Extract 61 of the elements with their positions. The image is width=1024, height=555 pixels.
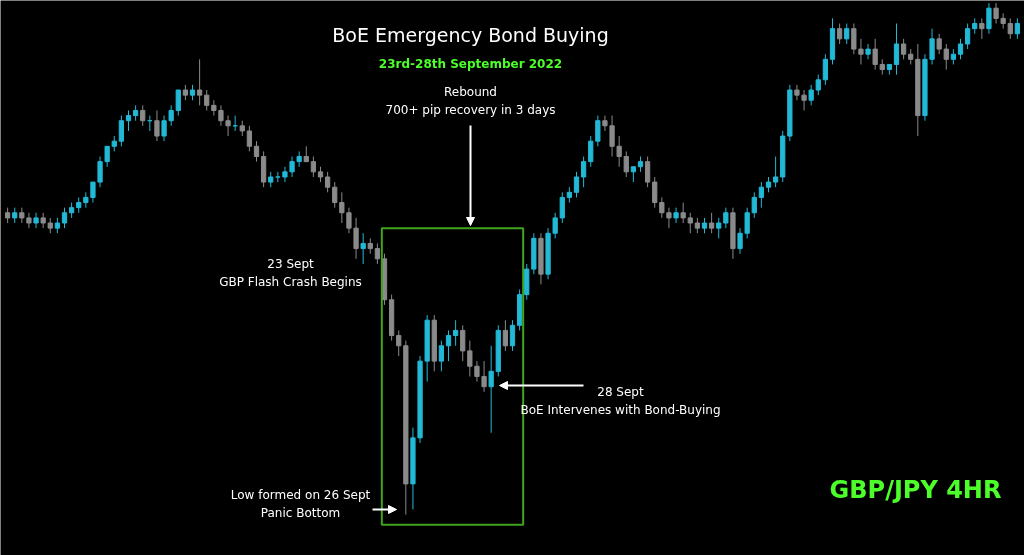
candlestick	[580, 156, 587, 188]
candlestick	[154, 109, 160, 142]
candlestick	[353, 217, 359, 260]
candlestick	[445, 329, 452, 362]
candlestick	[1014, 17, 1021, 40]
candlestick	[708, 212, 715, 234]
annotation: GBP/JPY 4HR	[829, 475, 1002, 504]
candlestick	[986, 2, 992, 35]
candlestick	[196, 58, 203, 106]
candlestick	[716, 217, 722, 239]
candlestick	[253, 140, 260, 163]
candlestick	[673, 207, 679, 224]
candlestick	[723, 207, 729, 229]
annotation: 23 Sept GBP Flash Crash Begins	[219, 256, 362, 290]
candlestick	[26, 212, 32, 229]
candlestick	[851, 23, 857, 55]
text: 23rd-28th September 2022	[378, 56, 563, 71]
candlestick	[844, 23, 850, 45]
candlestick	[865, 43, 871, 60]
candlestick	[644, 156, 651, 188]
candlestick	[822, 53, 829, 86]
candlestick	[858, 38, 864, 65]
candlestick	[488, 345, 494, 434]
candlestick	[893, 23, 900, 76]
candlestick	[310, 156, 317, 178]
candlestick	[758, 181, 765, 209]
candlestick	[125, 109, 132, 132]
candlestick	[836, 23, 843, 45]
candlestick	[801, 89, 807, 111]
candlestick	[573, 171, 580, 198]
candlestick	[815, 74, 821, 96]
annotation: Rebound 700+ pip recovery in 3 days	[385, 84, 556, 118]
candlestick	[175, 89, 181, 117]
annotation: Low formed on 26 Sept Panic Bottom	[230, 487, 371, 521]
candlestick	[964, 23, 971, 50]
candlestick	[204, 89, 210, 111]
candlestick	[900, 38, 907, 60]
candlestick	[374, 242, 381, 265]
candlestick	[61, 207, 68, 229]
candlestick	[680, 202, 686, 224]
candlestick	[957, 38, 964, 60]
candlestick	[438, 340, 445, 372]
candlestick	[794, 84, 800, 101]
text: BoE Emergency Bond Buying	[332, 23, 609, 46]
candlestick	[118, 115, 125, 147]
candlestick	[360, 232, 366, 265]
candlestick	[502, 319, 509, 352]
candlestick	[1007, 17, 1013, 40]
candlestick	[282, 166, 288, 183]
candlestick	[737, 227, 743, 255]
candlestick	[979, 17, 985, 40]
candlestick	[246, 125, 253, 152]
candlestick	[687, 212, 693, 234]
candlestick	[452, 319, 459, 347]
candlestick	[324, 171, 331, 193]
candlestick	[509, 319, 516, 352]
candlestick	[140, 104, 146, 127]
candlestick	[33, 212, 39, 229]
candlestick	[772, 156, 779, 188]
candlestick	[602, 115, 608, 132]
candlestick	[808, 84, 814, 106]
